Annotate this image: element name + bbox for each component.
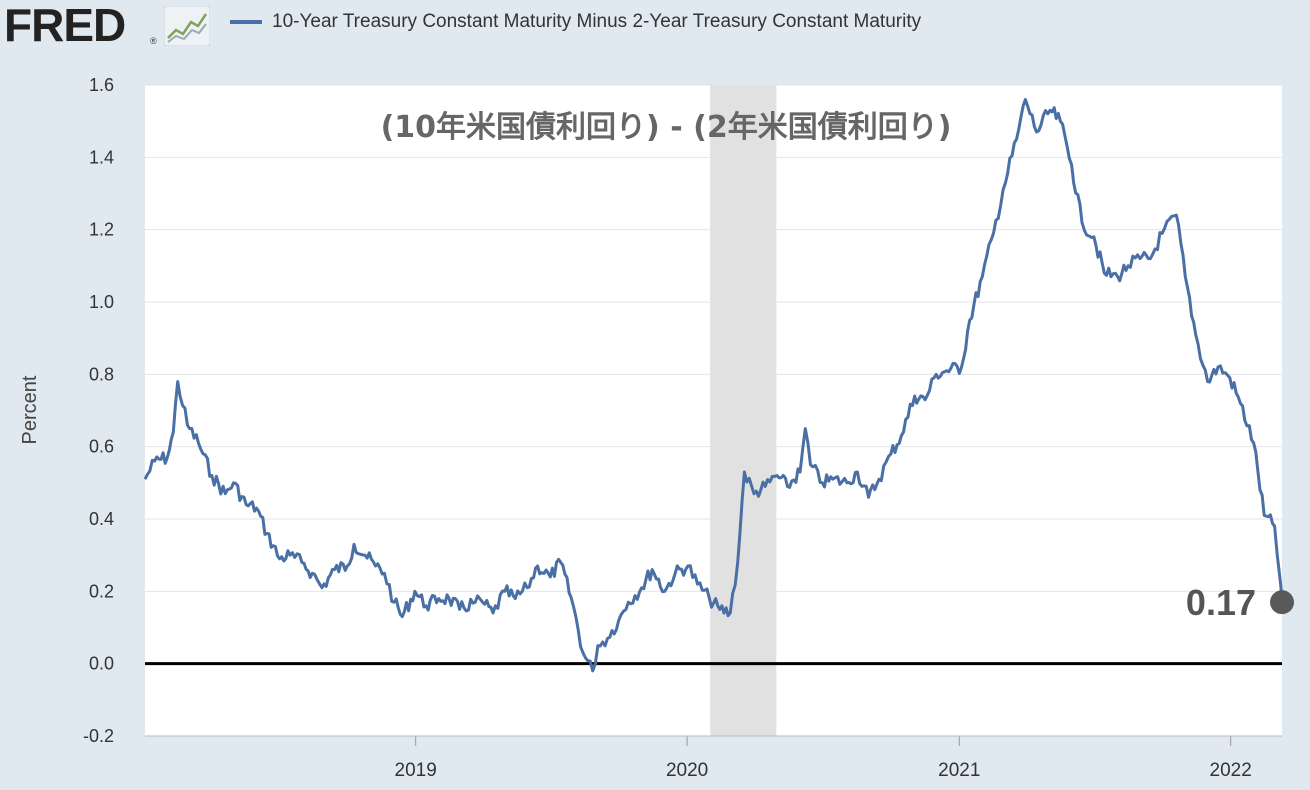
registered-mark: ® [150, 36, 157, 46]
last-value-label: 0.17 [1186, 582, 1256, 623]
recession-shade [710, 85, 777, 736]
legend-swatch [230, 20, 262, 24]
x-tick-label: 2020 [666, 760, 708, 781]
line-chart-icon [164, 6, 210, 46]
y-tick-label: 0.2 [89, 581, 114, 601]
y-tick-label: 0.0 [89, 654, 114, 674]
x-tick-label: 2021 [938, 760, 980, 781]
x-tick-label: 2022 [1210, 760, 1252, 781]
legend[interactable]: 10-Year Treasury Constant Maturity Minus… [230, 10, 921, 34]
y-tick-label: 1.6 [89, 75, 114, 95]
header: FRED ® 10-Year Treasury Constant Maturit… [0, 0, 1310, 50]
legend-label: 10-Year Treasury Constant Maturity Minus… [272, 11, 922, 32]
series-line [143, 98, 1284, 673]
x-tick-label: 2019 [395, 760, 437, 781]
y-tick-label: 0.8 [89, 364, 114, 384]
y-axis-label: Percent [19, 375, 41, 444]
y-tick-label: 1.4 [89, 147, 114, 167]
y-tick-label: 1.0 [89, 292, 114, 312]
fred-logo[interactable]: FRED [4, 0, 126, 51]
y-tick-label: 0.6 [89, 437, 114, 457]
y-tick-label: 1.2 [89, 220, 114, 240]
last-value-marker[interactable] [1270, 590, 1294, 615]
y-tick-label: -0.2 [83, 726, 114, 746]
chart-annotation: (10年米国債利回り) - (2年米国債利回り) [381, 110, 952, 145]
y-tick-label: 0.4 [89, 509, 114, 529]
